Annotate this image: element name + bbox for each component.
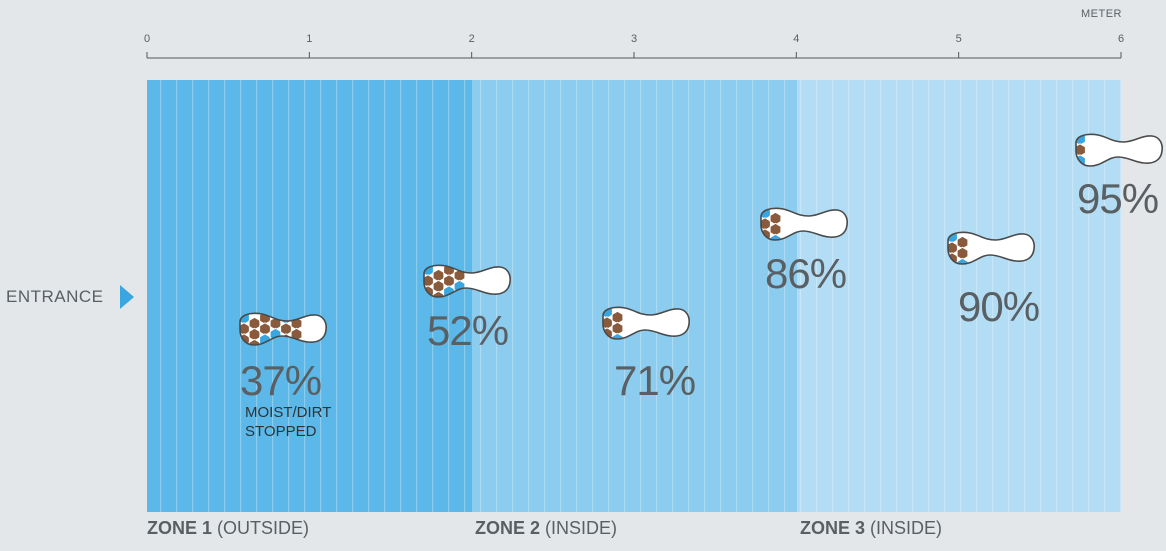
zone-2-label: ZONE 2 (INSIDE)	[475, 518, 617, 539]
step-1-note-line-2: STOPPED	[245, 423, 317, 440]
footprint-outline	[602, 306, 690, 340]
axis-tick-label: 4	[793, 33, 799, 45]
dirt-hex	[769, 233, 782, 240]
zone-3-name: ZONE 3	[800, 518, 866, 538]
footprint-3	[602, 306, 690, 340]
entrance-arrow-icon	[120, 285, 134, 309]
step-5-percent: 90%	[958, 283, 1040, 330]
footprint-sole	[603, 307, 690, 339]
footprint-outline	[947, 231, 1035, 265]
axis-tick-label: 5	[956, 33, 962, 45]
footprint-4	[760, 207, 848, 241]
zone-2-name: ZONE 2	[475, 518, 541, 538]
axis-unit-label: METER	[1081, 8, 1122, 20]
step-3-percent: 71%	[614, 357, 696, 404]
footprint-sole	[948, 232, 1035, 264]
dirt-hex	[956, 257, 969, 264]
step-1-percent: 37%	[240, 357, 322, 404]
zone-1-label: ZONE 1 (OUTSIDE)	[147, 518, 309, 539]
footprint-6	[1075, 133, 1163, 167]
axis-tick-label: 2	[469, 33, 475, 45]
footprints	[239, 133, 1163, 346]
footprint-outline	[423, 264, 511, 298]
zone-2-qualifier: (INSIDE)	[545, 518, 618, 538]
zone-1-name: ZONE 1	[147, 518, 213, 538]
axis-tick-label: 1	[306, 33, 312, 45]
step-6-percent: 95%	[1077, 175, 1159, 222]
zone-3-qualifier: (INSIDE)	[870, 518, 943, 538]
step-2-percent: 52%	[427, 307, 509, 354]
footprint-sole	[1076, 134, 1163, 166]
footprint-2	[423, 264, 511, 298]
footprint-outline	[239, 312, 327, 346]
footprint-5	[947, 231, 1035, 265]
footprint-outline	[1075, 133, 1163, 167]
floor-stripe-texture	[147, 80, 1121, 512]
entrance-label: ENTRANCE	[6, 287, 104, 306]
axis-tick-label: 0	[144, 33, 150, 45]
axis-tick-label: 3	[631, 33, 637, 45]
dirt-hex	[611, 332, 624, 339]
zone-3-label: ZONE 3 (INSIDE)	[800, 518, 942, 539]
axis-tick-label: 6	[1118, 33, 1124, 45]
meter-axis: 0 1 2 3 4 5 6	[144, 33, 1124, 59]
footprint-outline	[760, 207, 848, 241]
zone-1-qualifier: (OUTSIDE)	[217, 518, 310, 538]
step-1-note-line-1: MOIST/DIRT	[245, 404, 332, 421]
footprint-sole	[761, 208, 848, 240]
step-1-note: MOIST/DIRT STOPPED	[245, 403, 331, 441]
step-4-percent: 86%	[765, 250, 847, 297]
zone-bands	[147, 80, 1121, 512]
